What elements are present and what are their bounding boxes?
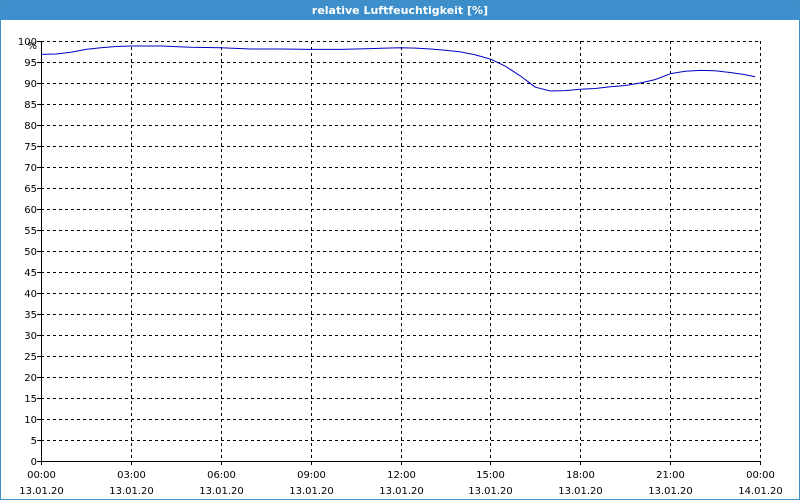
x-tick-time: 18:00 [566, 470, 595, 481]
y-tick-label: 10 [24, 415, 37, 426]
y-tick-label: 5 [31, 436, 37, 447]
x-tick-time: 03:00 [117, 470, 146, 481]
y-tick-label: 35 [24, 310, 37, 321]
y-tick-label: 25 [24, 352, 37, 363]
y-tick-label: 55 [24, 226, 37, 237]
y-tick-label: 0 [31, 457, 37, 468]
y-tick-label: 90 [24, 79, 37, 90]
x-tick-date: 13.01.20 [109, 486, 154, 497]
y-tick-label: 70 [24, 163, 37, 174]
x-tick-time: 21:00 [656, 470, 685, 481]
x-tick-time: 06:00 [207, 470, 236, 481]
x-tick-date: 14.01.20 [738, 486, 783, 497]
y-axis-unit: % [27, 41, 37, 52]
x-tick-time: 15:00 [476, 470, 505, 481]
y-tick-label: 85 [24, 100, 37, 111]
x-tick-date: 13.01.20 [289, 486, 334, 497]
x-tick-date: 13.01.20 [648, 486, 693, 497]
y-tick-label: 50 [24, 247, 37, 258]
y-tick-label: 60 [24, 205, 37, 216]
y-tick-label: 45 [24, 268, 37, 279]
y-tick-label: 75 [24, 142, 37, 153]
chart-title: relative Luftfeuchtigkeit [%] [1, 1, 799, 20]
x-tick-time: 00:00 [27, 470, 56, 481]
x-tick-date: 13.01.20 [379, 486, 424, 497]
plot-area [41, 41, 760, 461]
x-tick-date: 13.01.20 [19, 486, 64, 497]
y-tick-label: 20 [24, 373, 37, 384]
y-tick-label: 15 [24, 394, 37, 405]
x-tick-date: 13.01.20 [468, 486, 513, 497]
y-tick-label: 95 [24, 58, 37, 69]
x-tick-date: 13.01.20 [199, 486, 244, 497]
x-tick-time: 09:00 [297, 470, 326, 481]
y-tick-label: 30 [24, 331, 37, 342]
x-tick-date: 13.01.20 [558, 486, 603, 497]
y-tick-label: 80 [24, 121, 37, 132]
y-tick-label: 40 [24, 289, 37, 300]
x-tick-time: 00:00 [746, 470, 775, 481]
x-tick-time: 12:00 [387, 470, 416, 481]
humidity-series-line [40, 45, 756, 92]
y-tick-label: 65 [24, 184, 37, 195]
y-tick-label: 100 [18, 37, 37, 48]
